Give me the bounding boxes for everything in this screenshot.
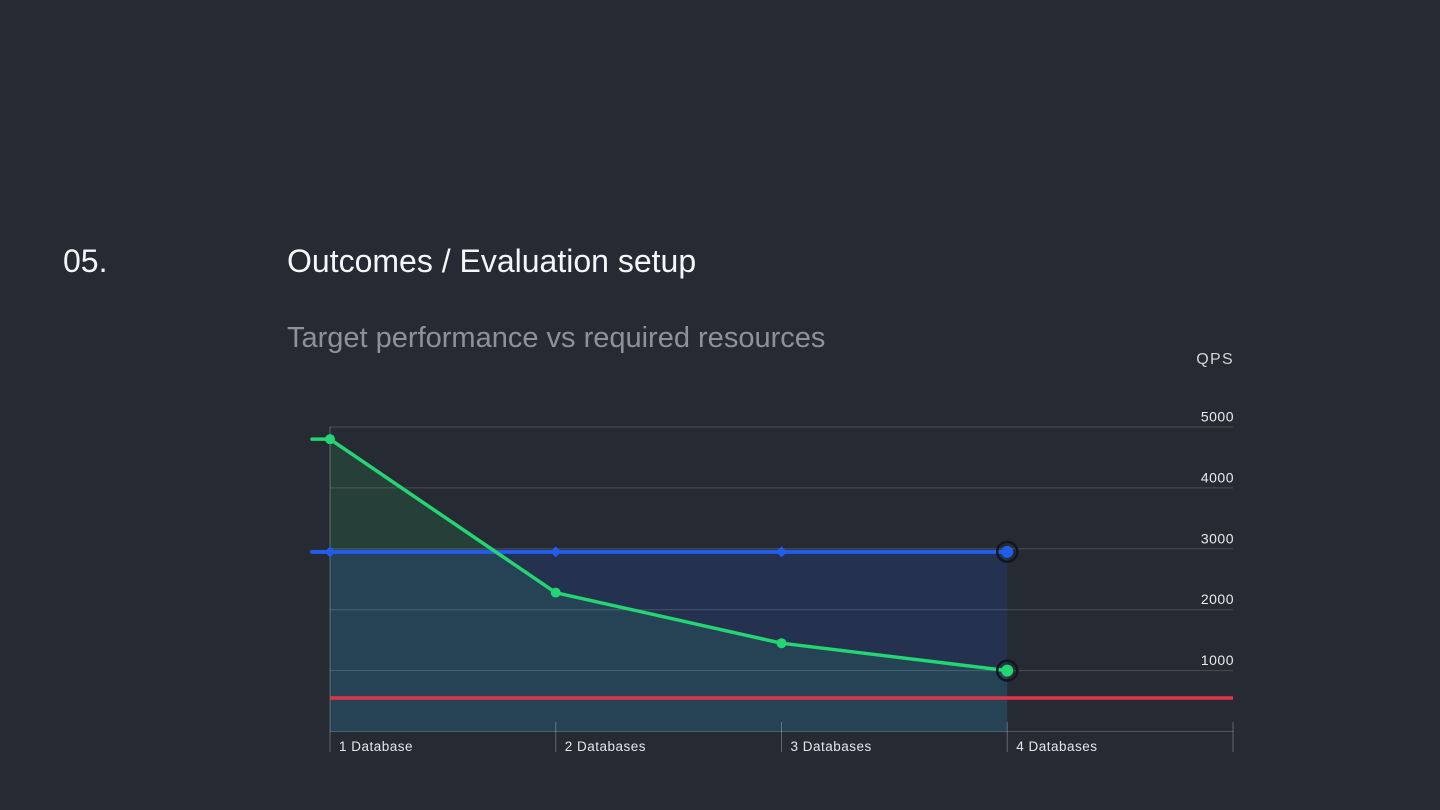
blue-series-point: [324, 546, 336, 558]
slide-number: 05.: [63, 243, 108, 279]
green-series-point: [550, 587, 561, 598]
ytick-label-1000: 1000: [1201, 652, 1234, 668]
xtick-label: 3 Databases: [791, 739, 872, 754]
green-series-point: [325, 434, 335, 445]
slide-title: Outcomes / Evaluation setup: [287, 243, 697, 279]
xtick-label: 2 Databases: [565, 739, 646, 754]
xtick-label: 4 Databases: [1016, 739, 1097, 754]
green-series-endpoint-ring: [996, 659, 1019, 682]
blue-series-area: [330, 551, 1008, 732]
green-series-area: [330, 439, 1008, 732]
ytick-label-4000: 4000: [1201, 469, 1234, 485]
blue-series-endpoint: [1001, 545, 1014, 558]
ytick-label-2000: 2000: [1201, 591, 1234, 607]
green-series-endpoint: [1001, 664, 1014, 677]
blue-series-point: [550, 546, 562, 558]
chart-unit-label: QPS: [1196, 351, 1234, 368]
ytick-label-3000: 3000: [1201, 530, 1234, 546]
slide-subtitle: Target performance vs required resources: [287, 322, 826, 354]
blue-series-point: [776, 546, 787, 558]
green-series-point: [776, 638, 787, 649]
ytick-label-5000: 5000: [1201, 409, 1234, 425]
xtick-label: 1 Database: [339, 739, 413, 754]
blue-series-endpoint-ring: [996, 540, 1019, 564]
